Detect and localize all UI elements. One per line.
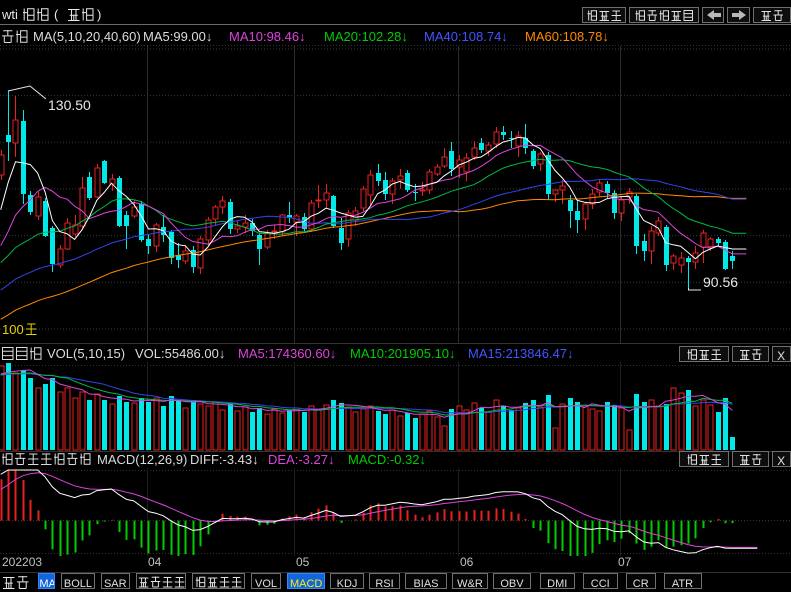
svg-text:130.50: 130.50 bbox=[48, 97, 91, 113]
svg-text:MA(5,10,20,40,60): MA(5,10,20,40,60) bbox=[33, 29, 141, 44]
svg-text:MA5:99.00↓: MA5:99.00↓ bbox=[143, 29, 212, 44]
svg-text:MACD(12,26,9): MACD(12,26,9) bbox=[97, 452, 187, 467]
svg-text:(: ( bbox=[54, 7, 59, 22]
svg-text:MA60:108.78↓: MA60:108.78↓ bbox=[525, 29, 609, 44]
svg-text:DIFF:-3.43↓: DIFF:-3.43↓ bbox=[190, 452, 259, 467]
svg-text:MA20:102.28↓: MA20:102.28↓ bbox=[324, 29, 408, 44]
svg-text:100: 100 bbox=[2, 322, 24, 337]
svg-text:): ) bbox=[97, 7, 101, 22]
svg-text:MA10:201905.10↓: MA10:201905.10↓ bbox=[350, 346, 456, 361]
svg-text:MA5:174360.60↓: MA5:174360.60↓ bbox=[238, 346, 336, 361]
svg-text:MACD:-0.32↓: MACD:-0.32↓ bbox=[348, 452, 426, 467]
svg-text:VOL(5,10,15): VOL(5,10,15) bbox=[47, 346, 125, 361]
svg-text:MA15:213846.47↓: MA15:213846.47↓ bbox=[468, 346, 574, 361]
svg-text:wti: wti bbox=[1, 7, 18, 22]
svg-text:90.56: 90.56 bbox=[703, 274, 738, 290]
svg-text:DEA:-3.27↓: DEA:-3.27↓ bbox=[268, 452, 334, 467]
svg-text:VOL:55486.00↓: VOL:55486.00↓ bbox=[135, 346, 225, 361]
svg-text:MA40:108.74↓: MA40:108.74↓ bbox=[424, 29, 508, 44]
svg-text:MA10:98.46↓: MA10:98.46↓ bbox=[229, 29, 306, 44]
